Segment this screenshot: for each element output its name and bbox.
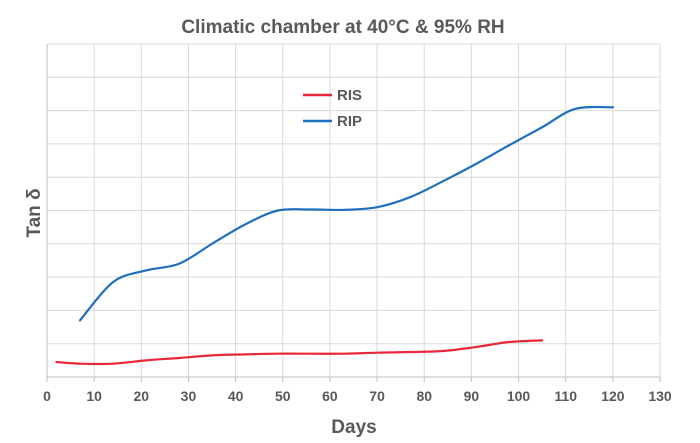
x-tick-label: 10: [86, 388, 102, 404]
x-tick-label: 20: [134, 388, 150, 404]
legend: RIS RIP: [303, 87, 362, 130]
grid: [47, 43, 661, 377]
series-line-rip: [78, 105, 614, 322]
x-tick-label: 70: [369, 388, 385, 404]
x-tick-label: 30: [181, 388, 197, 404]
x-tick-label: 60: [322, 388, 338, 404]
legend-label-rip: RIP: [337, 113, 362, 130]
x-tick-label: 0: [43, 388, 51, 404]
series-line-ris: [55, 339, 544, 366]
chart-title: Climatic chamber at 40°C & 95% RH: [181, 17, 504, 38]
axes: 0 10 20 30 40 50 60 70 80 90 100 110 120 130: [43, 44, 672, 404]
x-tick-label: 110: [554, 388, 577, 404]
legend-label-ris: RIS: [337, 87, 362, 104]
x-tick-label: 40: [228, 388, 244, 404]
x-tick-label: 50: [275, 388, 291, 404]
x-axis-title: Days: [331, 417, 376, 438]
x-tick-label: 130: [648, 388, 672, 404]
y-axis-title: Tan δ: [24, 188, 45, 237]
x-tick-label: 120: [601, 388, 625, 404]
x-tick-label: 100: [507, 388, 531, 404]
x-tick-label: 90: [464, 388, 480, 404]
x-tick-label: 80: [416, 388, 432, 404]
series-group: [55, 105, 614, 366]
